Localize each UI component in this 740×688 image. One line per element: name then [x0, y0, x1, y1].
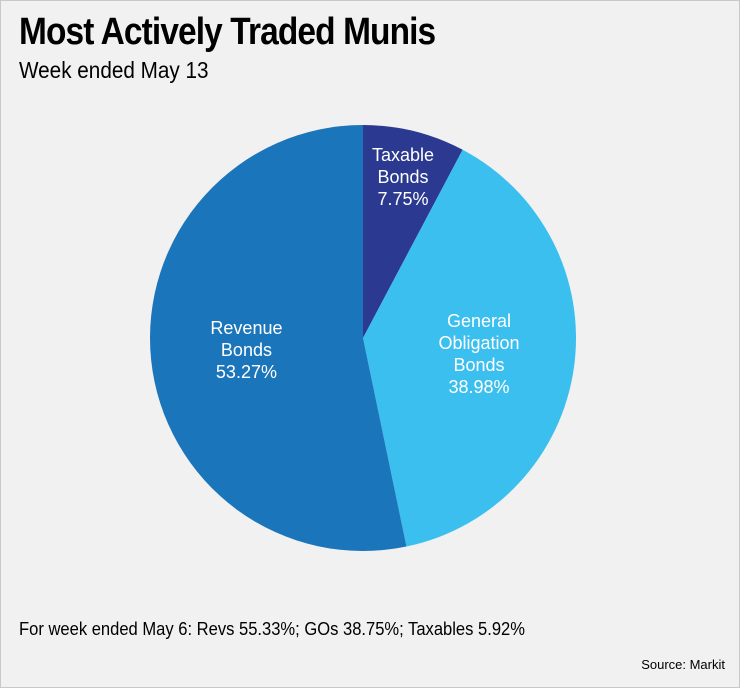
slice-label: Revenue Bonds 53.27%: [201, 317, 291, 383]
pie-slice: [363, 125, 463, 338]
category-label: General Obligation Bonds: [438, 311, 520, 376]
chart-subtitle: Week ended May 13: [19, 57, 209, 83]
value-label: 38.98%: [448, 377, 510, 398]
chart-title: Most Actively Traded Munis: [19, 11, 436, 53]
slice-label: General Obligation Bonds 38.98%: [434, 310, 524, 398]
category-label: Taxable Bonds: [372, 144, 435, 187]
value-label: 7.75%: [377, 188, 429, 209]
pie-slice: [363, 149, 576, 547]
value-label: 53.27%: [215, 362, 277, 382]
footnote: For week ended May 6: Revs 55.33%; GOs 3…: [19, 619, 525, 639]
source: Source: Markit: [641, 657, 725, 672]
slice-label: Taxable Bonds 7.75%: [358, 144, 448, 210]
category-label: Revenue Bonds: [210, 318, 283, 360]
pie-slice: [150, 125, 407, 551]
